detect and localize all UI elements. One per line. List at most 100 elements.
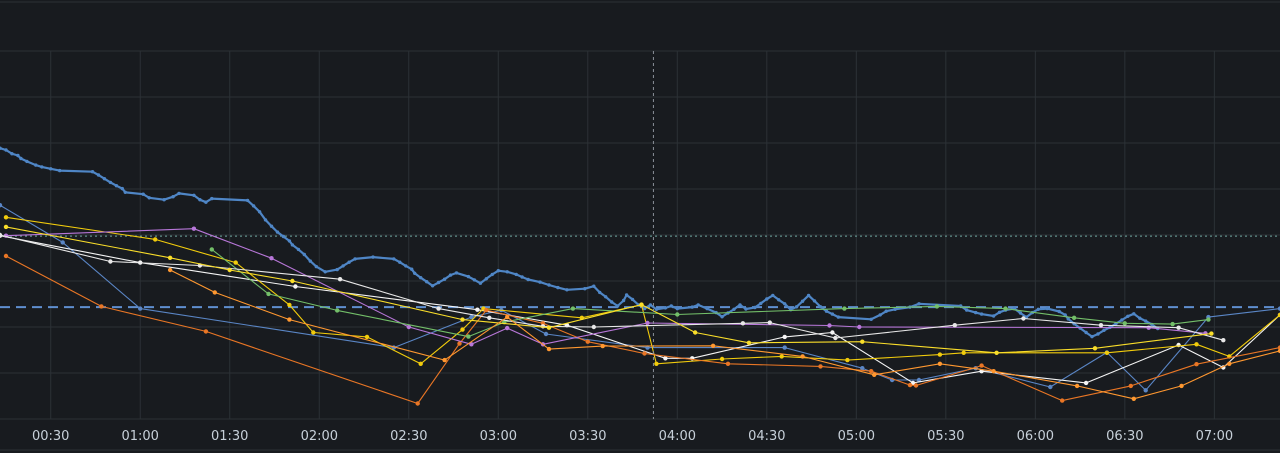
data-point <box>364 334 370 340</box>
data-point <box>108 259 113 264</box>
x-tick-label: 06:30 <box>1106 429 1143 444</box>
data-point <box>642 351 647 356</box>
x-tick-label: 06:00 <box>1017 429 1054 444</box>
data-point <box>505 325 510 331</box>
data-point <box>696 303 700 307</box>
data-point <box>917 302 921 306</box>
data-point <box>466 334 471 339</box>
data-point <box>108 180 113 185</box>
data-point <box>621 298 626 303</box>
data-point <box>765 297 769 301</box>
data-point <box>308 259 312 263</box>
data-point <box>263 218 268 222</box>
data-point <box>585 339 590 344</box>
data-point <box>830 312 835 316</box>
data-point <box>406 324 411 330</box>
data-point <box>0 146 2 150</box>
data-point <box>961 350 966 355</box>
data-point <box>275 230 280 234</box>
data-point <box>1221 338 1226 343</box>
data-point <box>1066 317 1070 321</box>
data-point <box>556 285 560 290</box>
data-point <box>654 307 659 311</box>
data-point <box>830 330 835 335</box>
data-point <box>675 306 679 311</box>
data-point <box>782 345 787 350</box>
data-point <box>227 267 232 273</box>
data-point <box>404 264 408 268</box>
x-tick-label: 05:00 <box>838 429 875 444</box>
data-point <box>430 284 435 288</box>
data-point <box>771 293 775 298</box>
data-point <box>290 278 295 284</box>
data-point <box>287 317 292 322</box>
data-point <box>952 323 957 328</box>
data-point <box>872 372 877 377</box>
data-point <box>266 291 271 297</box>
data-point <box>287 302 292 308</box>
data-point <box>610 300 614 304</box>
x-tick-label: 03:30 <box>569 429 606 444</box>
data-point <box>546 325 552 330</box>
data-point <box>540 324 546 329</box>
data-point <box>448 273 453 277</box>
x-tick-label: 01:30 <box>211 429 248 444</box>
data-point <box>335 267 339 272</box>
data-point <box>436 306 441 311</box>
data-point <box>824 309 829 313</box>
data-point <box>413 271 417 275</box>
data-point <box>591 324 596 330</box>
data-point <box>337 277 343 282</box>
data-point <box>974 310 978 315</box>
data-point <box>245 198 250 203</box>
x-tick-label: 00:30 <box>32 429 69 444</box>
data-point <box>398 260 402 264</box>
data-point <box>759 301 763 306</box>
data-point <box>777 298 781 302</box>
data-point <box>49 167 53 171</box>
series-line <box>211 248 1209 338</box>
data-point <box>565 288 569 292</box>
data-point <box>425 280 429 284</box>
data-point <box>114 184 119 188</box>
data-point <box>1104 350 1110 355</box>
data-point <box>153 237 158 242</box>
data-point <box>138 306 143 311</box>
data-point <box>1048 384 1053 390</box>
data-point <box>102 177 107 181</box>
data-point <box>251 204 256 208</box>
data-point <box>654 361 659 366</box>
data-point <box>1176 325 1181 330</box>
x-axis: 00:30 01:00 01:30 02:00 02:30 03:00 03:30 04:00… <box>32 429 1233 444</box>
data-point <box>543 331 549 337</box>
data-point <box>415 401 420 406</box>
data-point <box>1194 342 1199 347</box>
x-tick-label: 04:30 <box>748 429 785 444</box>
data-point <box>767 320 772 325</box>
data-point <box>1060 398 1065 403</box>
data-point <box>198 198 202 202</box>
data-point <box>1090 334 1094 339</box>
data-point <box>642 306 647 311</box>
data-point <box>478 281 483 285</box>
data-point <box>505 314 510 320</box>
data-point <box>937 352 943 357</box>
data-point <box>10 152 14 156</box>
series-line <box>0 147 1159 338</box>
data-point <box>845 357 850 363</box>
data-point <box>615 304 620 308</box>
data-point <box>663 306 668 310</box>
data-point <box>1045 306 1050 311</box>
data-point <box>570 306 576 311</box>
data-point <box>782 334 787 340</box>
data-point <box>991 369 996 374</box>
data-point <box>1179 383 1184 389</box>
data-point <box>526 277 530 282</box>
data-point <box>496 269 500 273</box>
x-tick-label: 02:00 <box>301 429 338 444</box>
data-point <box>460 327 465 332</box>
data-point <box>1024 315 1029 319</box>
data-point <box>860 339 865 344</box>
data-point <box>663 356 668 361</box>
data-point <box>1122 321 1128 326</box>
